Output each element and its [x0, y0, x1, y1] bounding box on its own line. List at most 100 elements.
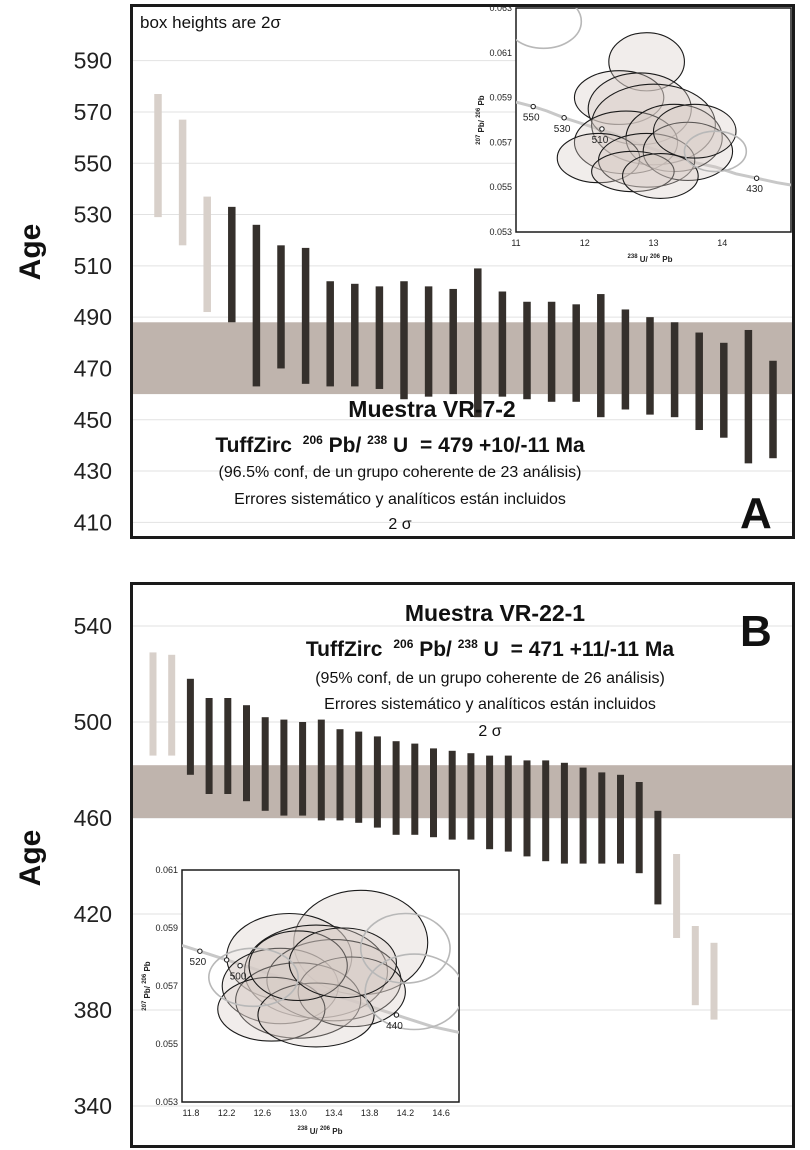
y-tick-label-420: 420 — [74, 901, 112, 927]
error-ellipse-1 — [608, 32, 685, 92]
age-bar-17 — [547, 301, 556, 402]
panel-a-inset-x-mass-206: 206 — [650, 254, 661, 260]
panel-b-isotope-206: 206 — [393, 637, 413, 651]
panel-b-isotope-u: U — [484, 638, 499, 661]
age-bar-13 — [449, 288, 457, 395]
age-bar-4 — [228, 206, 236, 323]
panel-a-inset-x-pb: Pb — [662, 255, 672, 264]
inset-x-tick-11.8: 11.8 — [183, 1108, 200, 1118]
error-ellipse-10 — [248, 930, 348, 1002]
age-bar-21 — [646, 317, 654, 415]
age-bar-14 — [392, 741, 400, 835]
inset-y-tick-0.055: 0.055 — [155, 1039, 178, 1049]
panel-b-result-value: = 471 +11/-11 Ma — [511, 638, 675, 661]
panel-b-inset-ticks: 11.8 12.2 12.6 13.0 13.4 13.8 14.2 14.6 0.061 0.0… — [155, 865, 449, 1118]
panel-a-age-band-layer — [133, 322, 792, 395]
age-bar-2-rejected — [178, 119, 187, 246]
panel-b-inset-plot: 520 500 440 — [182, 889, 459, 1048]
panel-b-inset-x-pb: Pb — [332, 1127, 342, 1136]
inset-clipped-area: 550 530 510 430 — [516, 8, 791, 199]
concordia-age-marker — [599, 126, 605, 132]
age-bar-4 — [205, 698, 213, 794]
age-bar-16 — [430, 748, 437, 838]
concordia-age-marker — [237, 963, 243, 969]
panel-b-sample-title: Muestra VR-22-1 — [405, 600, 585, 626]
panel-a-inset-plot: 550 530 510 430 — [516, 8, 791, 199]
panel-a-sample-title: Muestra VR-7-2 — [348, 396, 515, 422]
age-bar-27 — [635, 782, 643, 874]
inset-x-tick-14.6: 14.6 — [432, 1108, 450, 1118]
panel-a-box-height-note: box heights are 2σ — [140, 13, 281, 32]
age-bar-29-rejected — [673, 854, 681, 938]
concordia-age-marker — [223, 957, 230, 963]
inset-x-tick-12.2: 12.2 — [218, 1108, 236, 1118]
error-ellipse-13-rejected — [516, 8, 583, 50]
age-bar-10 — [375, 286, 384, 389]
panel-b-letter: B — [740, 607, 772, 656]
weighted-age-band — [133, 765, 792, 818]
inset-y-tick-0.063: 0.063 — [489, 3, 512, 13]
y-tick-label-490: 490 — [74, 304, 112, 330]
error-ellipse-12 — [652, 103, 737, 159]
inset-y-tick-0.053: 0.053 — [155, 1097, 178, 1107]
panel-a-inset-y-title: 207 Pb/ 206 Pb — [473, 95, 486, 145]
inset-x-tick-14.2: 14.2 — [397, 1108, 415, 1118]
age-bar-19 — [597, 294, 605, 418]
panel-a-result-line: TuffZirc 206 Pb/ 238 U = 479 +10/-11 Ma — [215, 426, 585, 457]
inset-x-tick-12.6: 12.6 — [254, 1108, 272, 1118]
panel-b-inset-frame — [181, 869, 460, 1103]
panel-a-inset-y-mass-206: 206 — [476, 107, 482, 118]
age-bar-20 — [504, 755, 512, 852]
inset-y-tick-0.055: 0.055 — [489, 182, 512, 192]
concordia-age-marker — [393, 1012, 400, 1018]
y-tick-label-530: 530 — [74, 202, 112, 228]
age-bar-12 — [424, 286, 433, 397]
panel-a-letter: A — [740, 489, 772, 538]
panel-b-y-axis-title: Age — [14, 830, 47, 887]
age-bar-8 — [326, 281, 334, 387]
age-bar-7 — [261, 717, 269, 811]
y-tick-label-590: 590 — [74, 48, 112, 74]
age-bar-7 — [301, 247, 310, 384]
panel-a-inset-ticks: 11 12 13 14 0.063 0.061 0.059 0.057 0.055 0.053 — [489, 3, 727, 248]
inset-clipped-area: 520 500 440 — [182, 889, 459, 1048]
panel-a-inset-x-title: 238 U/ 206 Pb — [628, 251, 673, 264]
error-ellipse-2 — [573, 70, 665, 126]
error-ellipse-4 — [591, 83, 716, 166]
concordia-age-marker — [530, 103, 536, 110]
y-tick-label-470: 470 — [74, 355, 112, 381]
age-bar-25 — [598, 772, 606, 864]
weighted-age-band — [133, 322, 792, 395]
age-bar-15 — [498, 291, 507, 397]
age-bar-10 — [317, 719, 325, 821]
y-tick-label-450: 450 — [74, 407, 112, 433]
inset-y-tick-0.061: 0.061 — [155, 865, 178, 875]
error-ellipse-14-rejected — [359, 912, 451, 984]
panel-a-inset-y-pb2: Pb — [477, 95, 486, 105]
concordia-age-marker — [561, 115, 567, 121]
panel-b-confidence: (95% conf, de un grupo coherente de 26 a… — [315, 670, 665, 687]
age-bar-26 — [617, 774, 624, 864]
y-tick-label-410: 410 — [74, 509, 112, 535]
panel-a-isotope-206: 206 — [303, 433, 323, 447]
panel-b-inset-x-mass-238: 238 — [298, 1126, 309, 1132]
error-ellipse-11 — [288, 927, 398, 999]
inset-y-tick-0.059: 0.059 — [489, 93, 512, 103]
panel-a-y-axis-title: Age — [14, 224, 47, 281]
panel-a-inset-x-u: U/ — [640, 255, 649, 264]
age-bar-16 — [523, 301, 531, 400]
panel-a-isotope-u: U — [393, 434, 408, 457]
concordia-curve — [182, 943, 459, 1034]
inset-x-tick-13.0: 13.0 — [289, 1108, 307, 1118]
inset-y-tick-0.061: 0.061 — [489, 48, 512, 58]
inset-x-tick-14: 14 — [717, 238, 727, 248]
concordia-age-label-430: 430 — [746, 184, 763, 195]
panel-a-y-ticks: 590 570 550 530 510 490 470 450 430 410 — [74, 48, 112, 536]
age-bar-20 — [621, 309, 630, 410]
concordia-age-label-440: 440 — [386, 1021, 403, 1032]
age-bar-1-rejected — [149, 652, 157, 756]
age-bar-5 — [224, 698, 232, 794]
y-tick-label-430: 430 — [74, 458, 112, 484]
concordia-age-label-520: 520 — [190, 957, 207, 968]
panel-b-inset-x-u: U/ — [310, 1127, 319, 1136]
